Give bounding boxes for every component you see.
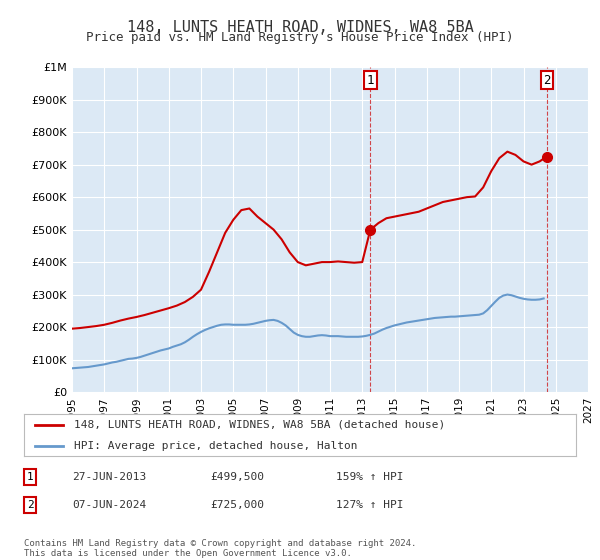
Text: 148, LUNTS HEATH ROAD, WIDNES, WA8 5BA: 148, LUNTS HEATH ROAD, WIDNES, WA8 5BA bbox=[127, 20, 473, 35]
Text: Price paid vs. HM Land Registry's House Price Index (HPI): Price paid vs. HM Land Registry's House … bbox=[86, 31, 514, 44]
Text: 27-JUN-2013: 27-JUN-2013 bbox=[72, 472, 146, 482]
Text: 07-JUN-2024: 07-JUN-2024 bbox=[72, 500, 146, 510]
Text: HPI: Average price, detached house, Halton: HPI: Average price, detached house, Halt… bbox=[74, 441, 357, 451]
Text: 2: 2 bbox=[26, 500, 34, 510]
Text: 148, LUNTS HEATH ROAD, WIDNES, WA8 5BA (detached house): 148, LUNTS HEATH ROAD, WIDNES, WA8 5BA (… bbox=[74, 420, 445, 430]
Text: Contains HM Land Registry data © Crown copyright and database right 2024.
This d: Contains HM Land Registry data © Crown c… bbox=[24, 539, 416, 558]
Text: 127% ↑ HPI: 127% ↑ HPI bbox=[336, 500, 404, 510]
Text: 2: 2 bbox=[543, 74, 551, 87]
Text: 1: 1 bbox=[26, 472, 34, 482]
Text: £499,500: £499,500 bbox=[210, 472, 264, 482]
Text: £725,000: £725,000 bbox=[210, 500, 264, 510]
Text: 159% ↑ HPI: 159% ↑ HPI bbox=[336, 472, 404, 482]
Text: 1: 1 bbox=[367, 74, 374, 87]
